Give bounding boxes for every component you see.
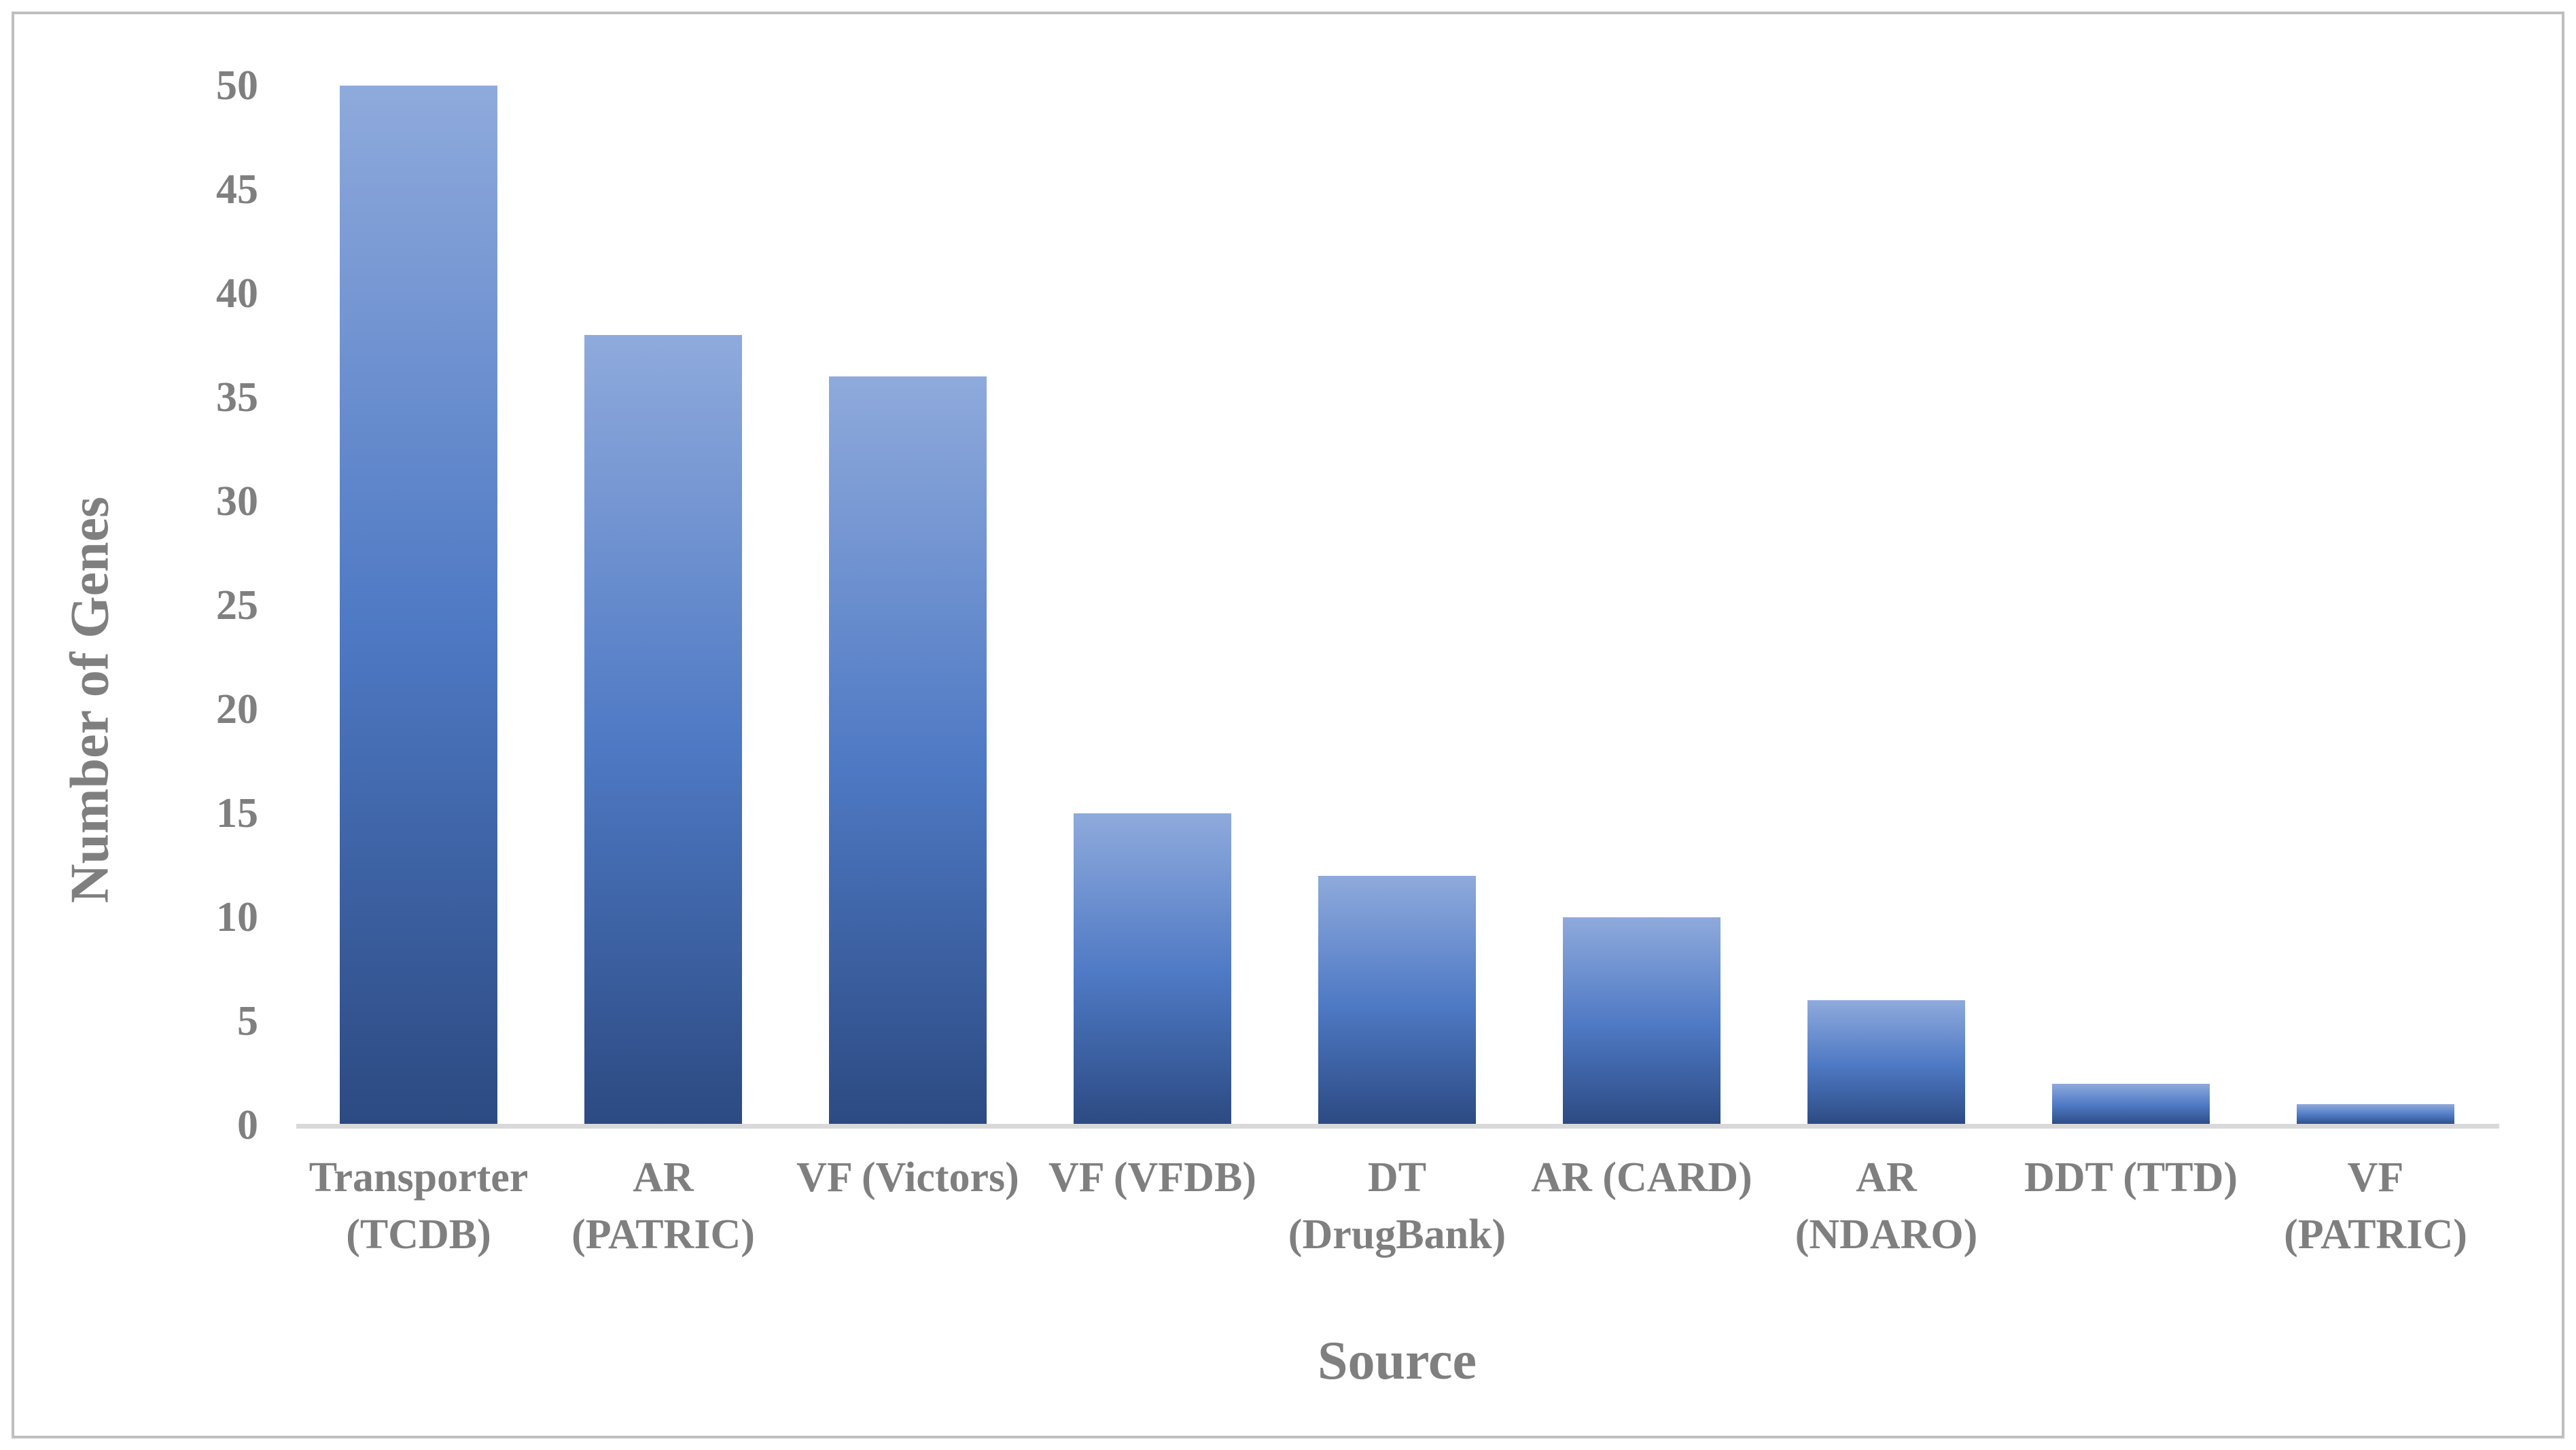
y-tick-label: 5 [237, 998, 258, 1044]
y-tick-label: 45 [216, 166, 258, 213]
x-axis-title: Source [1317, 1331, 1477, 1391]
x-axis-line [296, 1124, 2499, 1129]
x-category-label: DT (DrugBank) [1288, 1154, 1506, 1258]
x-category-label: AR (CARD) [1531, 1154, 1752, 1201]
bar [1318, 875, 1476, 1125]
bar [1807, 1000, 1965, 1125]
y-tick-label: 20 [216, 686, 258, 732]
bar [340, 86, 497, 1125]
bar [1074, 813, 1231, 1125]
y-tick-label: 50 [216, 63, 258, 109]
bar [2052, 1083, 2210, 1125]
bar [829, 376, 987, 1125]
y-tick-label: 25 [216, 582, 258, 629]
bar [2297, 1104, 2454, 1125]
y-tick-label: 40 [216, 270, 258, 317]
x-category-label: VF (VFDB) [1048, 1154, 1256, 1201]
bar [1563, 917, 1721, 1125]
x-category-label: DDT (TTD) [2024, 1154, 2238, 1201]
y-tick-label: 10 [216, 894, 258, 940]
chart-border [12, 12, 2564, 1438]
x-category-label: VF (PATRIC) [2284, 1154, 2467, 1258]
y-tick-label: 30 [216, 478, 258, 525]
x-category-label: Transporter (TCDB) [308, 1154, 529, 1258]
bar [584, 335, 742, 1125]
y-tick-label: 35 [216, 374, 258, 421]
x-category-label: AR (NDARO) [1795, 1154, 1978, 1258]
x-category-label: AR (PATRIC) [571, 1154, 755, 1258]
x-category-label: VF (Victors) [796, 1154, 1019, 1201]
y-tick-label: 15 [216, 790, 258, 836]
y-tick-label: 0 [237, 1102, 258, 1148]
